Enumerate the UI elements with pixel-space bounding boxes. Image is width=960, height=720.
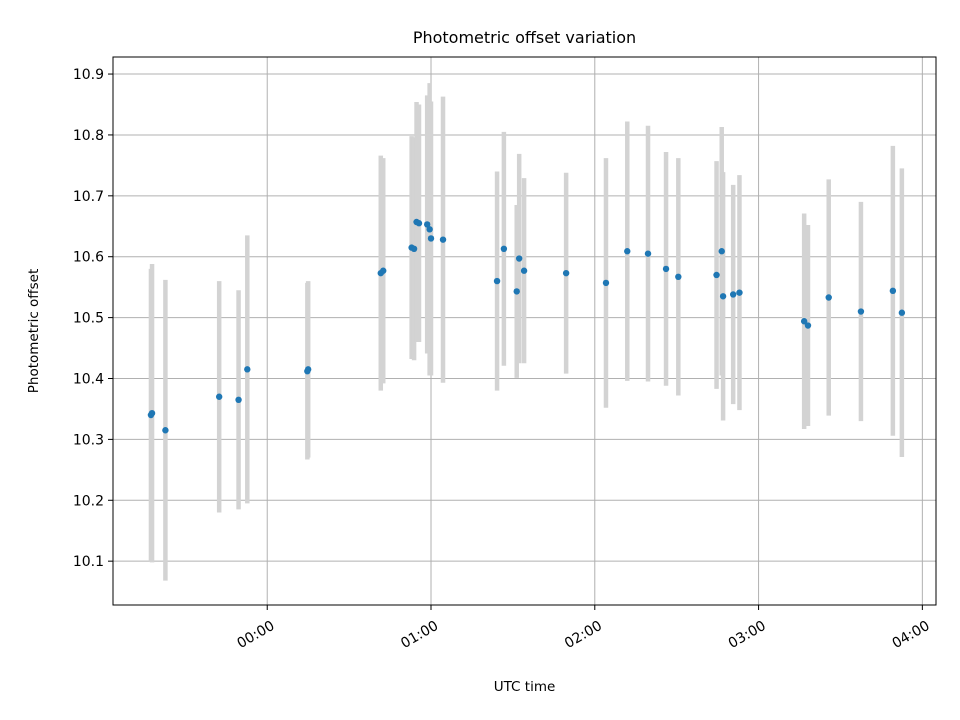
data-point: [426, 226, 433, 233]
y-axis-ticks: 10.1 10.2 10.3 10.4 10.5 10.6 10.7 10.8 10.9: [73, 67, 113, 570]
y-tick-label: 10.9: [73, 67, 104, 83]
y-tick-label: 10.4: [73, 371, 104, 387]
data-point: [736, 289, 743, 296]
data-point: [439, 236, 447, 243]
data-point: [713, 271, 720, 279]
data-point: [624, 248, 631, 255]
data-point: [423, 221, 431, 228]
y-tick-label: 10.3: [73, 432, 104, 448]
axes-frame: [112, 56, 937, 606]
y-tick-label: 10.2: [73, 493, 104, 509]
data-point: [427, 235, 435, 242]
data-point: [675, 273, 682, 281]
data-point: [304, 366, 312, 373]
data-point: [804, 322, 812, 329]
data-points: [147, 218, 906, 434]
data-point: [857, 308, 865, 315]
data-point: [729, 291, 737, 298]
y-tick-label: 10.6: [73, 250, 104, 266]
data-point: [244, 366, 251, 373]
data-point: [410, 245, 418, 252]
y-tick-label: 10.5: [73, 311, 104, 327]
data-point: [415, 220, 423, 227]
data-point: [825, 294, 832, 301]
data-point: [215, 393, 223, 400]
y-tick-label: 10.7: [73, 189, 104, 205]
data-point: [602, 279, 610, 287]
chart-title: Photometric offset variation: [413, 28, 636, 47]
data-point: [520, 267, 528, 274]
data-point: [644, 250, 652, 257]
y-tick-label: 10.8: [73, 128, 104, 144]
data-point: [889, 287, 897, 295]
data-point: [662, 265, 670, 273]
data-point: [719, 293, 727, 300]
data-point: [493, 277, 501, 285]
data-point: [562, 269, 570, 277]
data-point: [500, 245, 508, 252]
data-point: [148, 410, 156, 417]
data-point: [162, 427, 169, 434]
y-axis-label: Photometric offset: [26, 269, 42, 393]
data-point: [515, 255, 523, 262]
y-tick-label: 10.1: [73, 554, 104, 570]
data-point: [800, 318, 808, 325]
data-point: [898, 309, 906, 316]
data-point: [235, 396, 242, 404]
data-point: [513, 288, 520, 295]
data-point: [380, 267, 387, 274]
data-point: [718, 248, 725, 255]
x-axis-label: UTC time: [494, 679, 556, 695]
